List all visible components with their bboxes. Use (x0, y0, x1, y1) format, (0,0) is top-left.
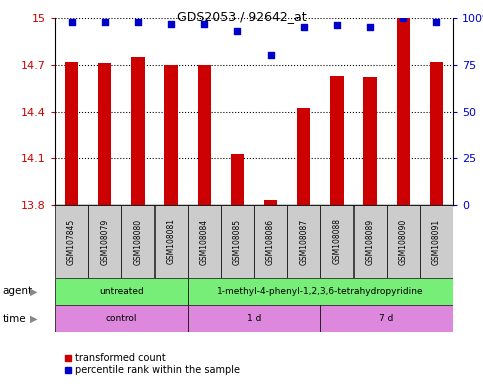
Text: control: control (106, 314, 137, 323)
Bar (387, 205, 420, 278)
Text: GSM108079: GSM108079 (100, 218, 109, 265)
Bar (55, 278, 187, 305)
Bar (231, 154, 244, 205)
Bar (287, 205, 320, 278)
Bar (321, 205, 354, 278)
Text: ▶: ▶ (30, 286, 38, 296)
Bar (264, 200, 277, 205)
Bar (131, 57, 144, 205)
Text: ▶: ▶ (30, 313, 38, 323)
Legend: transformed count, percentile rank within the sample: transformed count, percentile rank withi… (60, 349, 244, 379)
Text: untreated: untreated (99, 287, 144, 296)
Bar (188, 305, 320, 332)
Text: agent: agent (2, 286, 32, 296)
Text: 7 d: 7 d (380, 314, 394, 323)
Text: GSM108091: GSM108091 (432, 218, 441, 265)
Text: GSM108088: GSM108088 (332, 218, 341, 265)
Bar (254, 205, 287, 278)
Text: GSM108087: GSM108087 (299, 218, 308, 265)
Point (300, 24, 308, 30)
Bar (330, 76, 343, 205)
Text: 1 d: 1 d (247, 314, 261, 323)
Bar (430, 62, 443, 205)
Bar (354, 205, 386, 278)
Point (68, 19, 75, 25)
Point (267, 52, 274, 58)
Point (333, 22, 341, 28)
Text: GSM108089: GSM108089 (366, 218, 375, 265)
Bar (321, 305, 453, 332)
Bar (221, 205, 254, 278)
Bar (122, 205, 155, 278)
Text: GDS2053 / 92642_at: GDS2053 / 92642_at (177, 10, 306, 23)
Bar (297, 108, 311, 205)
Text: GSM108090: GSM108090 (399, 218, 408, 265)
Point (167, 20, 175, 26)
Text: time: time (2, 313, 26, 323)
Bar (155, 205, 187, 278)
Text: GSM108081: GSM108081 (167, 218, 176, 265)
Bar (420, 205, 453, 278)
Point (366, 24, 374, 30)
Text: 1-methyl-4-phenyl-1,2,3,6-tetrahydropyridine: 1-methyl-4-phenyl-1,2,3,6-tetrahydropyri… (217, 287, 424, 296)
Bar (363, 77, 377, 205)
Bar (164, 65, 178, 205)
Bar (188, 278, 453, 305)
Bar (65, 62, 78, 205)
Point (200, 20, 208, 26)
Bar (198, 65, 211, 205)
Bar (55, 305, 187, 332)
Bar (55, 205, 88, 278)
Point (134, 19, 142, 25)
Text: GSM107845: GSM107845 (67, 218, 76, 265)
Bar (88, 205, 121, 278)
Text: GSM108084: GSM108084 (200, 218, 209, 265)
Point (101, 19, 109, 25)
Bar (98, 63, 112, 205)
Point (433, 19, 440, 25)
Bar (188, 205, 221, 278)
Bar (397, 18, 410, 205)
Point (234, 28, 242, 34)
Text: GSM108080: GSM108080 (133, 218, 142, 265)
Point (399, 15, 407, 21)
Text: GSM108086: GSM108086 (266, 218, 275, 265)
Text: GSM108085: GSM108085 (233, 218, 242, 265)
